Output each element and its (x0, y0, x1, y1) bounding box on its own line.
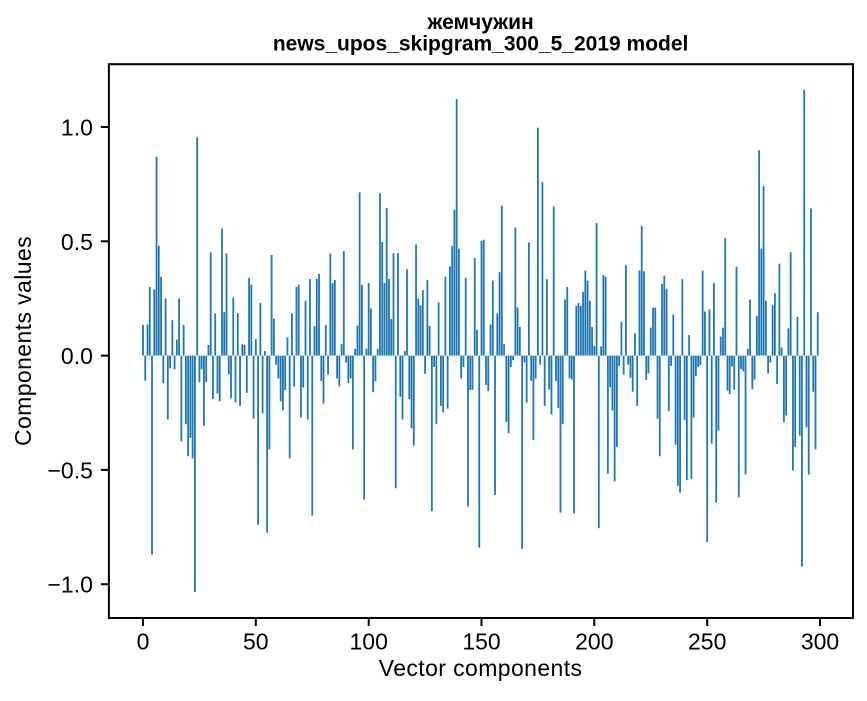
svg-text:Vector components: Vector components (379, 655, 583, 681)
svg-text:200: 200 (575, 629, 613, 655)
svg-text:1.0: 1.0 (61, 115, 93, 141)
svg-text:−0.5: −0.5 (47, 457, 92, 483)
svg-text:news_upos_skipgram_300_5_2019: news_upos_skipgram_300_5_2019 model (273, 33, 689, 56)
svg-text:0: 0 (137, 629, 150, 655)
svg-text:0.5: 0.5 (61, 229, 93, 255)
svg-text:50: 50 (243, 629, 269, 655)
svg-text:300: 300 (801, 629, 839, 655)
svg-text:150: 150 (462, 629, 500, 655)
svg-text:0.0: 0.0 (61, 343, 93, 369)
svg-text:Components values: Components values (10, 236, 36, 446)
svg-text:жемчужин: жемчужин (427, 11, 534, 34)
svg-text:−1.0: −1.0 (47, 572, 92, 598)
svg-text:100: 100 (350, 629, 388, 655)
svg-text:250: 250 (688, 629, 726, 655)
